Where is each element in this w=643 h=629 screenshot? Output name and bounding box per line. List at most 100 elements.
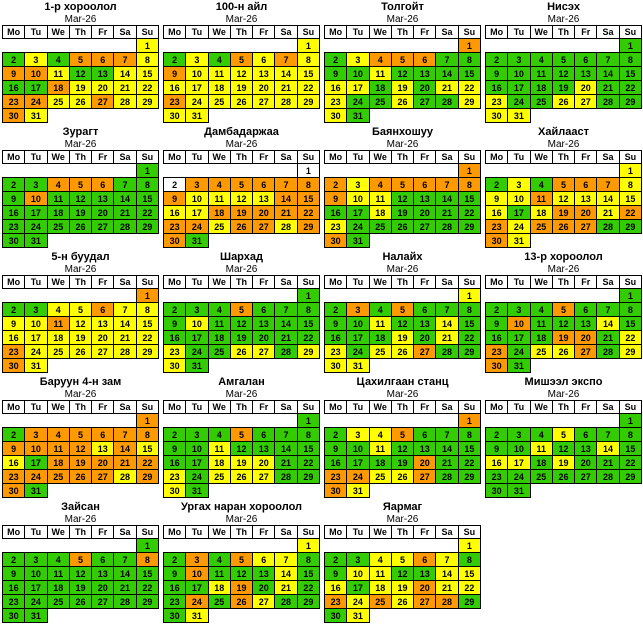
day-cell-15: 15 [135,566,160,581]
week-row: 1 [3,288,160,303]
weekday-header-we: We [207,275,231,289]
day-cell-4: 4 [207,552,231,567]
day-cell-12: 12 [229,441,254,456]
day-cell-29: 29 [135,594,160,609]
empty-cell [297,609,319,623]
day-cell-16: 16 [1,455,26,470]
empty-cell [597,234,619,248]
day-cell-9: 9 [323,441,348,456]
day-cell-15: 15 [618,316,643,331]
weekday-header-row: Mo Tu We Th Fr Sa Su [323,525,482,539]
day-cell-5: 5 [68,302,93,317]
day-cell-26: 26 [390,594,415,609]
weekday-header-th: Th [68,525,93,539]
day-cell-20: 20 [413,80,437,95]
weekday-header-th: Th [229,525,254,539]
day-cell-17: 17 [185,205,209,220]
day-cell-29: 29 [135,344,160,359]
weekday-header-tu: Tu [346,150,370,164]
empty-cell [114,359,136,373]
day-cell-9: 9 [1,441,26,456]
empty-cell [208,289,230,303]
empty-cell [458,609,480,623]
day-cell-15: 15 [618,441,643,456]
empty-cell [186,164,208,178]
empty-cell [164,414,186,428]
empty-cell [597,109,619,123]
day-cell-27: 27 [91,94,115,109]
empty-cell [208,359,230,373]
calendar-title: Шархад [220,251,263,263]
day-cell-23: 23 [484,344,509,359]
week-row: 16 17 18 19 20 21 22 [323,330,482,345]
day-cell-28: 28 [113,219,137,234]
day-cell-1: 1 [457,38,482,53]
week-row: 1 [325,163,482,178]
day-cell-19: 19 [551,80,576,95]
day-cell-5: 5 [390,552,415,567]
calendar-title: 13-р хороолол [524,251,603,263]
week-row: 23 24 25 26 27 28 29 [484,94,643,109]
day-cell-6: 6 [91,177,115,192]
empty-cell [230,414,252,428]
empty-cell [136,359,158,373]
day-cell-14: 14 [435,316,459,331]
weekday-header-mo: Mo [1,150,26,164]
day-cell-13: 13 [413,191,437,206]
week-row: 30 31 [323,233,481,248]
day-cell-11: 11 [368,441,392,456]
empty-cell [230,234,252,248]
weekday-header-su: Su [296,400,321,414]
day-cell-10: 10 [507,441,531,456]
day-cell-2: 2 [323,427,348,442]
day-cell-17: 17 [24,80,48,95]
day-cell-17: 17 [346,80,370,95]
calendar-7: Хайлааст Mar-26 Mo Tu We Th Fr Sa Su 1 2 3 4 5 6 7 8 9 10 1… [484,126,643,250]
day-cell-4: 4 [529,52,553,67]
calendar-month-label: Mar-26 [64,14,97,25]
calendar-title: Баянхошуу [371,126,434,138]
day-cell-7: 7 [596,427,620,442]
day-cell-22: 22 [457,330,482,345]
weekday-header-su: Su [135,150,160,164]
day-cell-30: 30 [484,483,509,498]
day-cell-31: 31 [24,608,48,623]
day-cell-2: 2 [1,177,26,192]
empty-cell [369,609,391,623]
empty-cell [597,39,619,53]
day-cell-16: 16 [162,455,187,470]
day-cell-17: 17 [24,580,48,595]
day-cell-4: 4 [529,302,553,317]
week-row: 30 31 [162,358,320,373]
day-cell-7: 7 [435,52,459,67]
day-cell-1: 1 [296,163,321,178]
empty-cell [391,39,413,53]
empty-cell [92,109,114,123]
day-cell-18: 18 [207,455,231,470]
day-cell-23: 23 [323,469,348,484]
day-cell-26: 26 [551,469,576,484]
day-cell-28: 28 [596,344,620,359]
week-row: 16 17 18 19 20 21 22 [162,455,321,470]
day-cell-6: 6 [252,552,276,567]
day-cell-6: 6 [91,552,115,567]
empty-cell [230,609,252,623]
empty-cell [597,484,619,498]
day-cell-7: 7 [435,302,459,317]
day-cell-13: 13 [574,191,598,206]
day-cell-21: 21 [113,455,137,470]
day-cell-16: 16 [1,80,26,95]
empty-cell [597,289,619,303]
day-cell-26: 26 [551,219,576,234]
empty-cell [391,289,413,303]
day-cell-7: 7 [596,52,620,67]
empty-cell [436,289,458,303]
day-cell-26: 26 [390,469,415,484]
empty-cell [69,539,91,553]
day-cell-28: 28 [596,94,620,109]
